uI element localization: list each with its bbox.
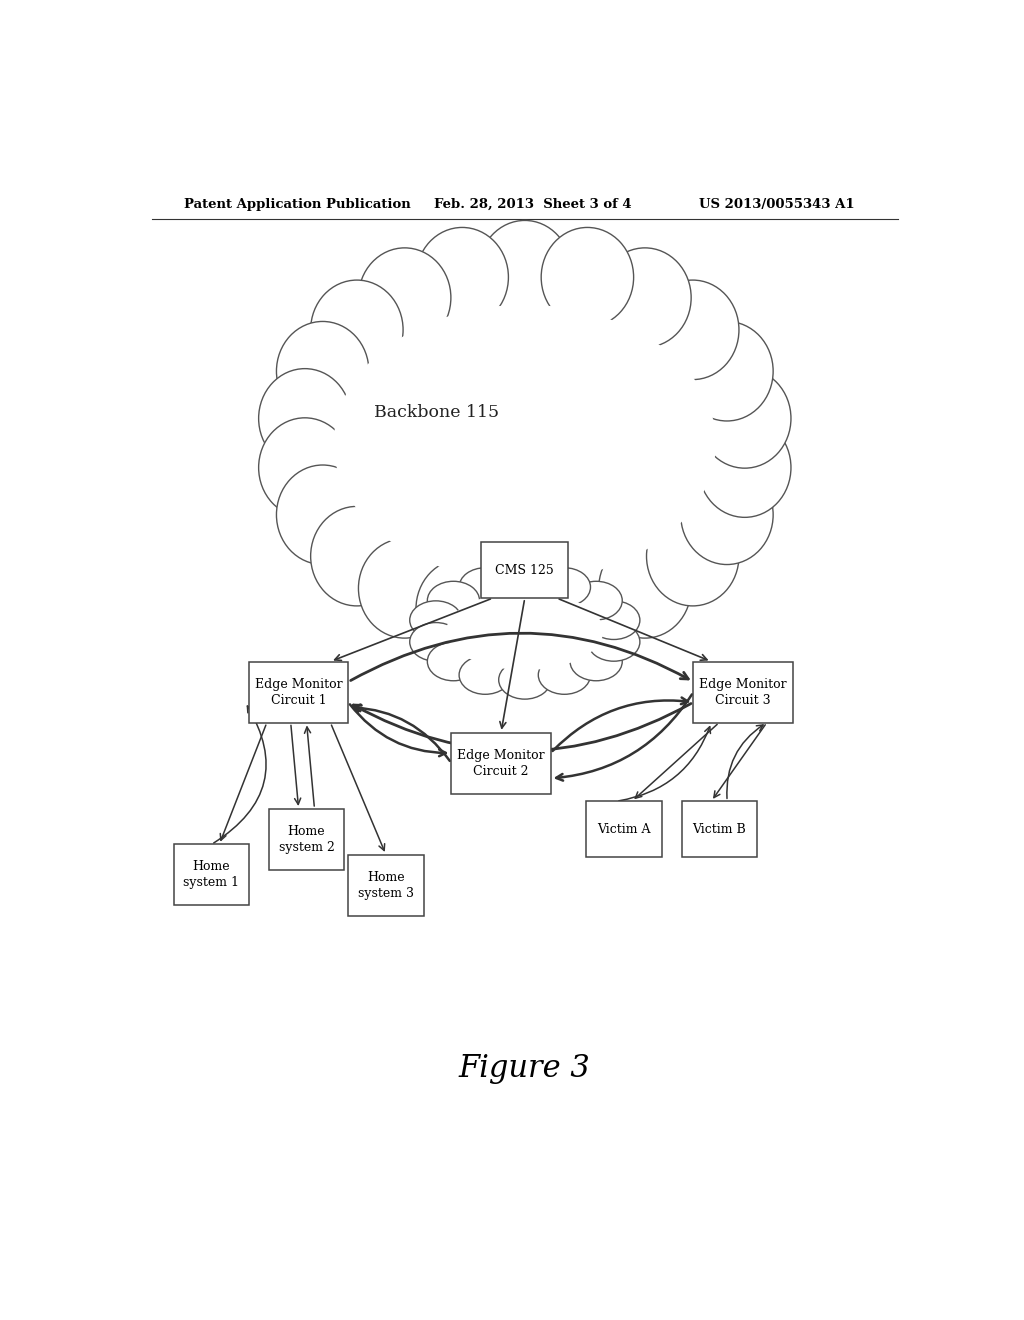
Text: Edge Monitor
Circuit 1: Edge Monitor Circuit 1 — [255, 677, 342, 706]
Ellipse shape — [259, 418, 351, 517]
Ellipse shape — [358, 248, 451, 347]
Ellipse shape — [410, 601, 462, 639]
Ellipse shape — [599, 248, 691, 347]
Ellipse shape — [698, 368, 791, 469]
Ellipse shape — [358, 539, 451, 638]
Ellipse shape — [446, 591, 603, 671]
FancyBboxPatch shape — [481, 543, 568, 598]
Ellipse shape — [570, 642, 623, 681]
Ellipse shape — [588, 623, 640, 661]
Text: Patent Application Publication: Patent Application Publication — [183, 198, 411, 211]
FancyBboxPatch shape — [452, 733, 551, 793]
Ellipse shape — [499, 562, 551, 602]
FancyBboxPatch shape — [693, 661, 793, 722]
Ellipse shape — [310, 280, 403, 380]
Ellipse shape — [698, 418, 791, 517]
Text: Feb. 28, 2013  Sheet 3 of 4: Feb. 28, 2013 Sheet 3 of 4 — [433, 198, 631, 211]
Text: Home
system 2: Home system 2 — [279, 825, 335, 854]
Ellipse shape — [276, 322, 369, 421]
Text: Edge Monitor
Circuit 2: Edge Monitor Circuit 2 — [457, 748, 545, 777]
Text: US 2013/0055343 A1: US 2013/0055343 A1 — [699, 198, 855, 211]
Text: Home
system 1: Home system 1 — [183, 861, 240, 890]
Text: Edge Monitor
Circuit 3: Edge Monitor Circuit 3 — [699, 677, 786, 706]
Ellipse shape — [416, 558, 509, 659]
Ellipse shape — [681, 465, 773, 565]
Text: Victim A: Victim A — [597, 822, 650, 836]
Ellipse shape — [646, 280, 739, 380]
Ellipse shape — [541, 558, 634, 659]
Text: Home
system 3: Home system 3 — [358, 871, 414, 900]
Ellipse shape — [599, 539, 691, 638]
Text: CMS 125: CMS 125 — [496, 564, 554, 577]
FancyBboxPatch shape — [249, 661, 348, 722]
FancyBboxPatch shape — [682, 801, 757, 857]
Ellipse shape — [646, 507, 739, 606]
Ellipse shape — [478, 566, 571, 665]
Ellipse shape — [570, 581, 623, 620]
Ellipse shape — [539, 568, 591, 606]
FancyBboxPatch shape — [348, 854, 424, 916]
Ellipse shape — [330, 301, 720, 585]
Ellipse shape — [427, 642, 479, 681]
Ellipse shape — [588, 601, 640, 639]
Ellipse shape — [410, 623, 462, 661]
FancyBboxPatch shape — [174, 845, 249, 906]
Text: Victim B: Victim B — [692, 822, 746, 836]
Ellipse shape — [276, 465, 369, 565]
Ellipse shape — [681, 322, 773, 421]
FancyBboxPatch shape — [269, 809, 344, 870]
Ellipse shape — [334, 305, 716, 581]
Ellipse shape — [459, 568, 511, 606]
Ellipse shape — [310, 507, 403, 606]
Ellipse shape — [459, 656, 511, 694]
Ellipse shape — [541, 227, 634, 327]
Ellipse shape — [427, 581, 479, 620]
Ellipse shape — [478, 220, 571, 319]
Text: Figure 3: Figure 3 — [459, 1052, 591, 1084]
Ellipse shape — [499, 660, 551, 700]
Ellipse shape — [539, 656, 591, 694]
Ellipse shape — [259, 368, 351, 469]
Ellipse shape — [416, 227, 509, 327]
Text: Backbone 115: Backbone 115 — [374, 404, 499, 421]
FancyBboxPatch shape — [587, 801, 662, 857]
Ellipse shape — [444, 591, 605, 671]
